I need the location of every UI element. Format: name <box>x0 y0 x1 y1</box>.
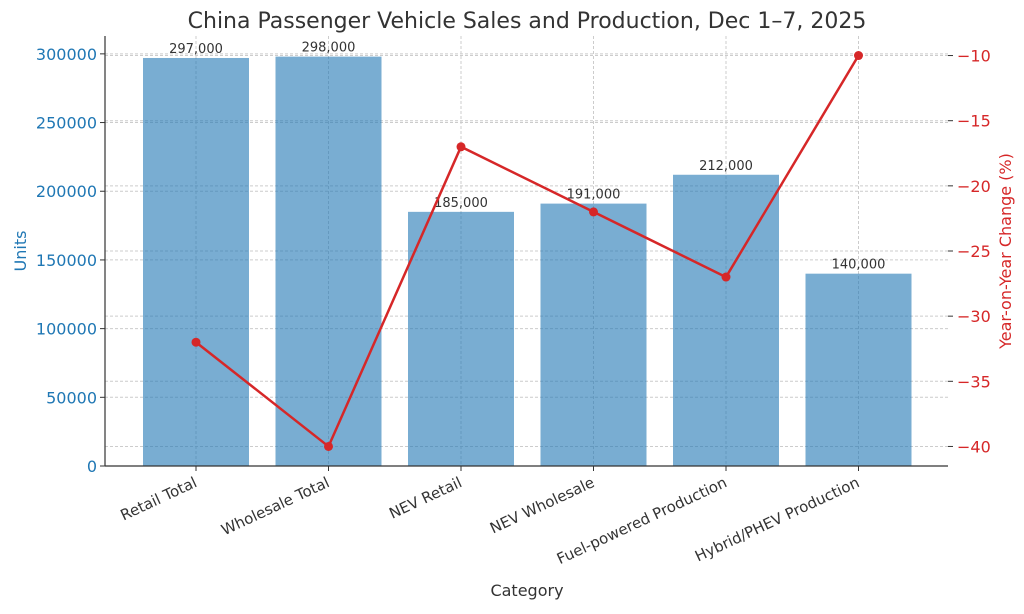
y2-tick-label: −25 <box>957 242 991 261</box>
bar-value-label: 191,000 <box>567 188 621 203</box>
x-tick-label: Retail Total <box>118 473 200 524</box>
yoy-point <box>456 142 466 152</box>
bar-labels: 297,000 298,000 185,000 191,000 212,000 140,0… <box>169 41 885 273</box>
y-axis-label: Units <box>11 231 30 272</box>
y2-axis-label: Year-on-Year Change (%) <box>996 153 1015 350</box>
bar <box>540 203 647 467</box>
bar-value-label: 185,000 <box>434 196 488 211</box>
bars <box>143 56 912 467</box>
y2-tick-label: −10 <box>957 47 991 66</box>
y-tick-label: 200000 <box>36 182 97 201</box>
y-tick-label: 250000 <box>36 114 97 133</box>
yoy-line <box>191 51 863 451</box>
y-tick-label: 300000 <box>36 45 97 64</box>
bar <box>275 56 382 467</box>
chart-title: China Passenger Vehicle Sales and Produc… <box>188 9 867 34</box>
yoy-point <box>589 207 598 217</box>
y-tick-label: 100000 <box>36 320 97 339</box>
bar-value-label: 140,000 <box>832 258 886 273</box>
bar <box>805 273 912 466</box>
bar-value-label: 298,000 <box>302 41 356 56</box>
x-tick-label: Wholesale Total <box>218 473 332 539</box>
x-axis-label: Category <box>490 581 563 600</box>
bar <box>408 211 514 466</box>
x-tick-label: NEV Retail <box>386 473 464 522</box>
yoy-point <box>324 441 333 451</box>
bar-value-label: 297,000 <box>169 42 223 57</box>
y2-tick-label: −30 <box>957 307 991 326</box>
yoy-point <box>721 272 731 282</box>
y2-tick-label: −20 <box>957 177 991 196</box>
y2-tick-label: −40 <box>957 437 991 456</box>
bar <box>673 174 779 466</box>
bar-value-label: 212,000 <box>699 159 753 174</box>
yoy-point <box>191 337 201 347</box>
bar <box>143 57 249 466</box>
yoy-point <box>854 51 863 61</box>
y-tick-label: 150000 <box>36 251 97 270</box>
y-tick-label: 0 <box>87 457 97 476</box>
y2-tick-label: −15 <box>957 112 991 131</box>
y-tick-label: 50000 <box>46 388 97 407</box>
x-tick-label: NEV Wholesale <box>487 473 597 537</box>
yoy-line-path <box>195 54 860 449</box>
y2-tick-label: −35 <box>957 372 991 391</box>
